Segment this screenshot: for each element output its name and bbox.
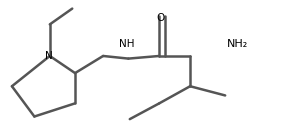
Text: N: N xyxy=(45,51,52,61)
Text: NH: NH xyxy=(119,39,135,49)
Text: NH₂: NH₂ xyxy=(226,39,248,49)
Text: O: O xyxy=(157,13,165,23)
